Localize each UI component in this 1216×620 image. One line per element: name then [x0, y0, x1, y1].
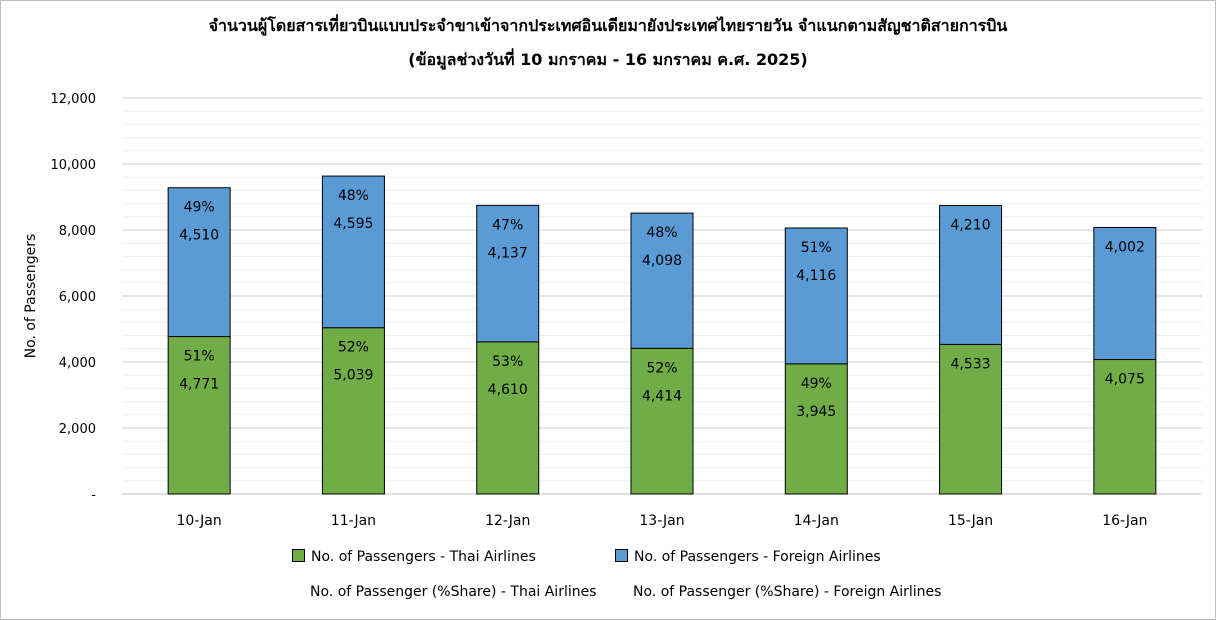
bar-foreign — [321, 175, 385, 329]
y-tick-label: 6,000 — [59, 290, 96, 305]
value-label-thai: 4,771 — [179, 377, 219, 393]
bar-thai — [1093, 359, 1157, 495]
legend-item-thai: No. of Passengers - Thai Airlines — [292, 549, 536, 565]
share-label-thai: 51% — [184, 349, 215, 365]
share-label-thai: 53% — [492, 354, 523, 370]
value-label-thai: 4,414 — [642, 388, 682, 404]
y-tick-label: 12,000 — [51, 92, 97, 107]
y-tick-label: 8,000 — [59, 224, 96, 239]
legend-item-foreign: No. of Passengers - Foreign Airlines — [615, 549, 881, 565]
bar-foreign — [784, 227, 848, 365]
bar-thai — [630, 347, 694, 495]
legend-label-thai-share: No. of Passenger (%Share) - Thai Airline… — [310, 584, 597, 600]
legend-item-foreign-share: No. of Passenger (%Share) - Foreign Airl… — [633, 584, 941, 600]
x-tick-label: 10-Jan — [177, 513, 222, 529]
value-label-thai: 5,039 — [333, 368, 373, 384]
bar-thai — [476, 341, 540, 495]
share-label-foreign: 48% — [338, 188, 369, 204]
share-label-thai: 52% — [338, 340, 369, 356]
x-tick-label: 11-Jan — [331, 513, 376, 529]
bar-foreign — [939, 204, 1003, 345]
bar-thai — [167, 336, 231, 495]
value-label-foreign: 4,210 — [951, 217, 991, 233]
bar-thai — [784, 363, 848, 495]
legend-swatch-thai — [292, 549, 305, 562]
share-label-thai: 49% — [801, 376, 832, 392]
share-label-foreign: 49% — [184, 200, 215, 216]
value-label-foreign: 4,116 — [796, 268, 836, 284]
x-tick-label: 15-Jan — [948, 513, 993, 529]
share-label-thai: 52% — [646, 360, 677, 376]
y-tick-label: 4,000 — [59, 356, 96, 371]
chart-title: จำนวนผู้โดยสารเที่ยวบินแบบประจำขาเข้าจาก… — [208, 16, 1008, 35]
share-label-foreign: 51% — [801, 240, 832, 256]
chart-subtitle: (ข้อมูลช่วงวันที่ 10 มกราคม - 16 มกราคม … — [408, 50, 808, 69]
y-tick-label: 10,000 — [51, 158, 97, 173]
value-label-thai: 4,075 — [1105, 372, 1145, 388]
bar-foreign — [167, 187, 231, 338]
share-label-foreign: 47% — [492, 217, 523, 233]
x-tick-label: 16-Jan — [1102, 513, 1147, 529]
x-tick-label: 13-Jan — [639, 513, 684, 529]
value-label-foreign: 4,595 — [333, 216, 373, 232]
value-label-foreign: 4,002 — [1105, 239, 1145, 255]
bar-foreign — [476, 204, 540, 343]
legend-swatch-foreign — [615, 549, 628, 562]
value-label-foreign: 4,098 — [642, 253, 682, 269]
share-label-foreign: 48% — [646, 225, 677, 241]
value-label-foreign: 4,137 — [488, 245, 528, 261]
legend-label-thai: No. of Passengers - Thai Airlines — [311, 549, 536, 565]
bar-thai — [939, 343, 1003, 495]
y-axis-title: No. of Passengers — [23, 234, 39, 359]
value-label-thai: 4,533 — [951, 356, 991, 372]
value-label-thai: 4,610 — [488, 382, 528, 398]
legend-label-foreign: No. of Passengers - Foreign Airlines — [634, 549, 881, 565]
value-label-thai: 3,945 — [796, 404, 836, 420]
y-tick-label: 2,000 — [59, 422, 96, 437]
x-tick-label: 12-Jan — [485, 513, 530, 529]
legend-item-thai-share: No. of Passenger (%Share) - Thai Airline… — [310, 584, 597, 600]
legend-label-foreign-share: No. of Passenger (%Share) - Foreign Airl… — [633, 584, 942, 600]
value-label-foreign: 4,510 — [179, 228, 219, 244]
bar-foreign — [1093, 226, 1157, 361]
bar-foreign — [630, 212, 694, 349]
x-tick-label: 14-Jan — [794, 513, 839, 529]
y-tick-label: - — [91, 488, 96, 503]
